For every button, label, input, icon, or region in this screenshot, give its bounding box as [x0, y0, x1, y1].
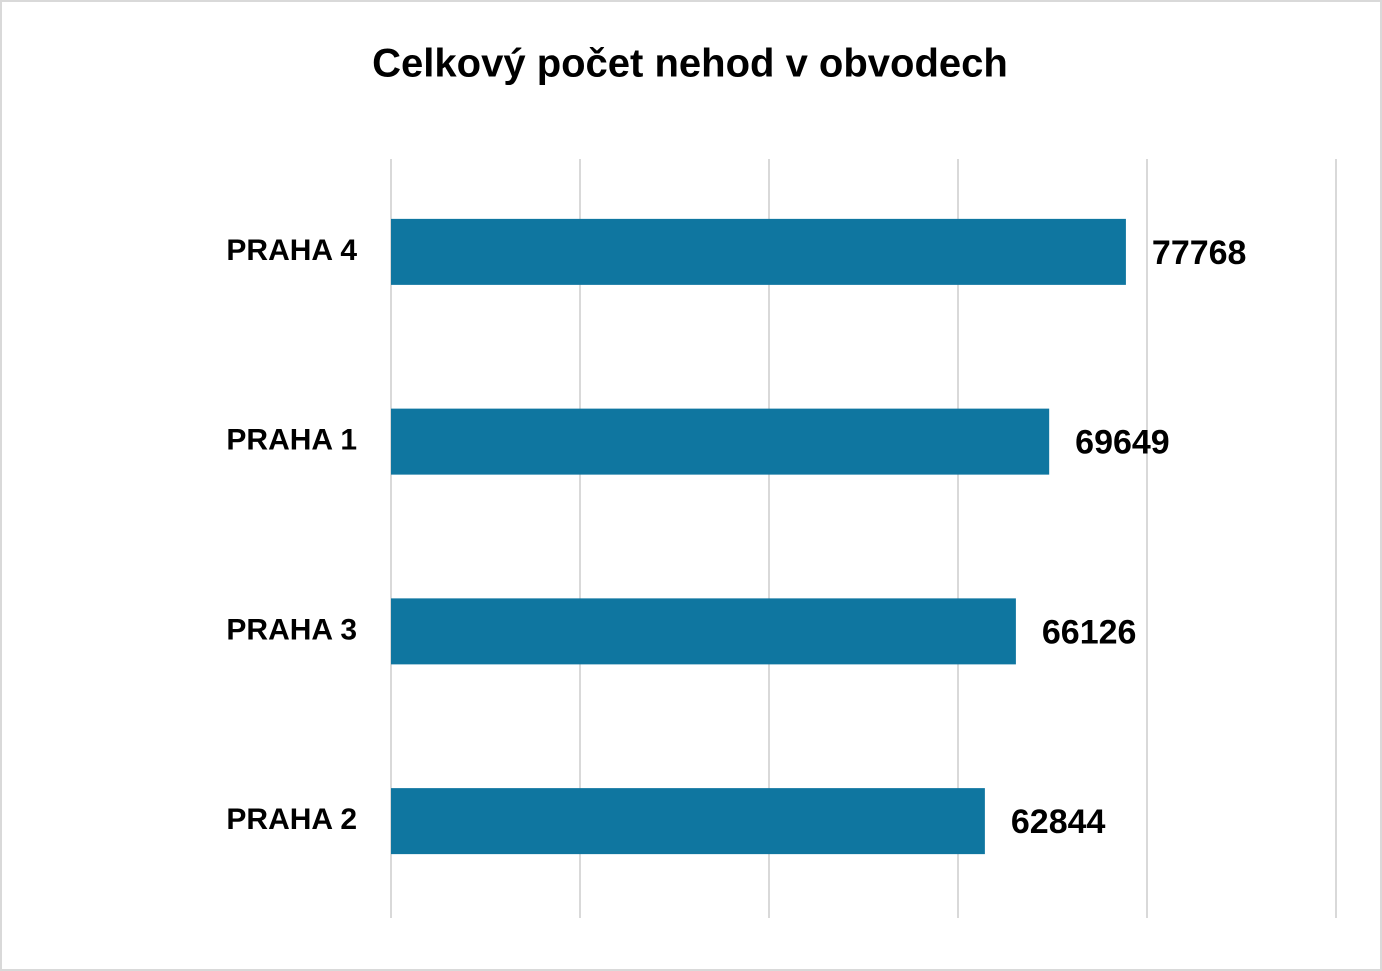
y-tick-label: PRAHA 1: [226, 424, 357, 457]
bar: [391, 408, 1050, 475]
y-tick-label: PRAHA 4: [226, 234, 357, 267]
value-label: 69649: [1075, 424, 1170, 462]
value-label: 62844: [1011, 803, 1106, 841]
bar: [391, 598, 1016, 665]
y-tick-label: PRAHA 2: [226, 803, 357, 836]
value-label: 77768: [1152, 234, 1247, 272]
bar: [391, 788, 985, 855]
bar: [391, 218, 1126, 285]
chart-title: Celkový počet nehod v obvodech: [372, 42, 1008, 86]
value-label: 66126: [1042, 613, 1137, 651]
y-tick-label: PRAHA 3: [226, 613, 357, 646]
